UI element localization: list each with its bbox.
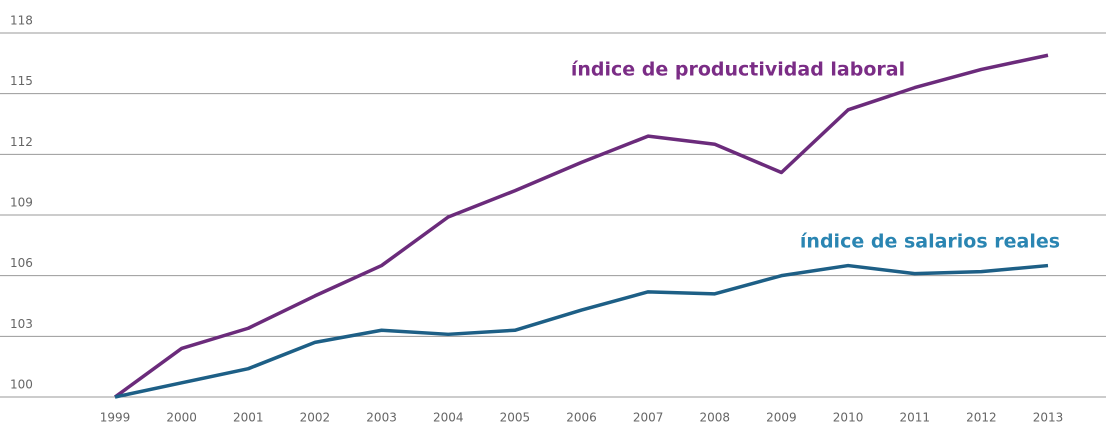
x-tick-label: 2000: [166, 411, 197, 425]
x-tick-label: 2010: [833, 411, 864, 425]
x-tick-label: 2007: [633, 411, 664, 425]
x-tick-label: 2006: [566, 411, 597, 425]
y-tick-label: 109: [10, 196, 33, 210]
series-line: [114, 263, 1049, 399]
series-line: [113, 53, 1049, 399]
x-tick-label: 2002: [300, 411, 331, 425]
y-tick-label: 100: [10, 378, 33, 392]
y-tick-label: 112: [10, 135, 33, 149]
y-tick-label: 118: [10, 14, 33, 28]
series-label: índice de salarios reales: [800, 231, 1060, 253]
x-tick-label: 2013: [1033, 411, 1064, 425]
y-tick-label: 115: [10, 74, 33, 88]
x-tick-label: 2008: [700, 411, 731, 425]
x-tick-label: 2012: [966, 411, 997, 425]
x-tick-label: 2011: [899, 411, 930, 425]
x-tick-label: 1999: [100, 411, 131, 425]
y-tick-label: 106: [10, 256, 33, 270]
x-tick-label: 2009: [766, 411, 797, 425]
y-tick-label: 103: [10, 317, 33, 331]
series-label: índice de productividad laboral: [571, 59, 905, 81]
x-tick-label: 2005: [500, 411, 531, 425]
x-tick-label: 2003: [366, 411, 397, 425]
x-tick-label: 2001: [233, 411, 264, 425]
x-tick-label: 2004: [433, 411, 464, 425]
